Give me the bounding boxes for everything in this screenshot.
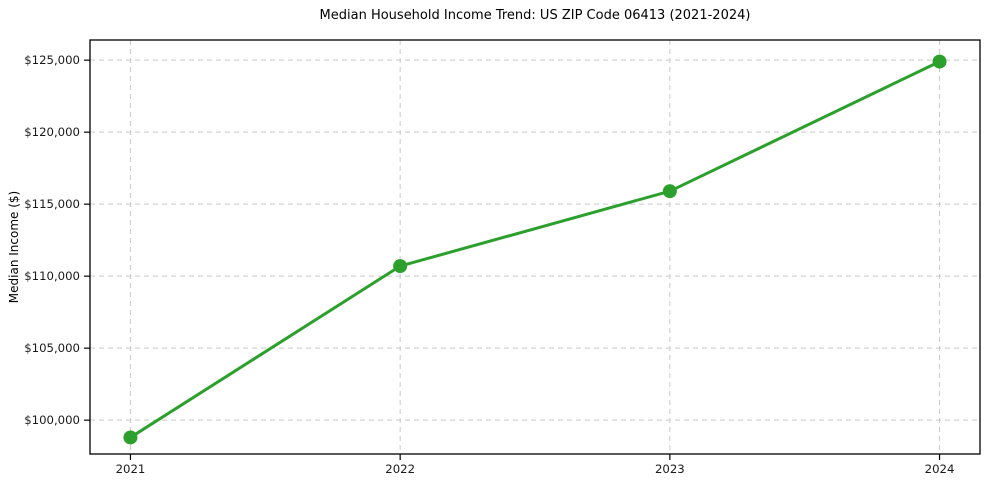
- data-point-marker: [393, 259, 408, 274]
- data-point-marker: [123, 430, 138, 445]
- x-tick-label: 2024: [925, 462, 955, 476]
- y-tick-label: $110,000: [24, 269, 80, 283]
- plot-border: [89, 39, 981, 455]
- data-point-marker: [932, 54, 947, 69]
- income-trend-line: [128, 60, 942, 439]
- y-axis-title: Median Income ($): [7, 190, 21, 304]
- x-tick-label: 2022: [385, 462, 415, 476]
- y-tick-label: $125,000: [24, 53, 80, 67]
- y-tick-label: $100,000: [24, 413, 80, 427]
- y-tick-label: $120,000: [24, 125, 80, 139]
- data-point-marker: [662, 184, 677, 199]
- y-tick-label: $105,000: [24, 341, 80, 355]
- x-tick-label: 2021: [116, 462, 146, 476]
- chart-title: Median Household Income Trend: US ZIP Co…: [319, 8, 751, 23]
- x-tick-label: 2023: [655, 462, 685, 476]
- y-tick-label: $115,000: [24, 197, 80, 211]
